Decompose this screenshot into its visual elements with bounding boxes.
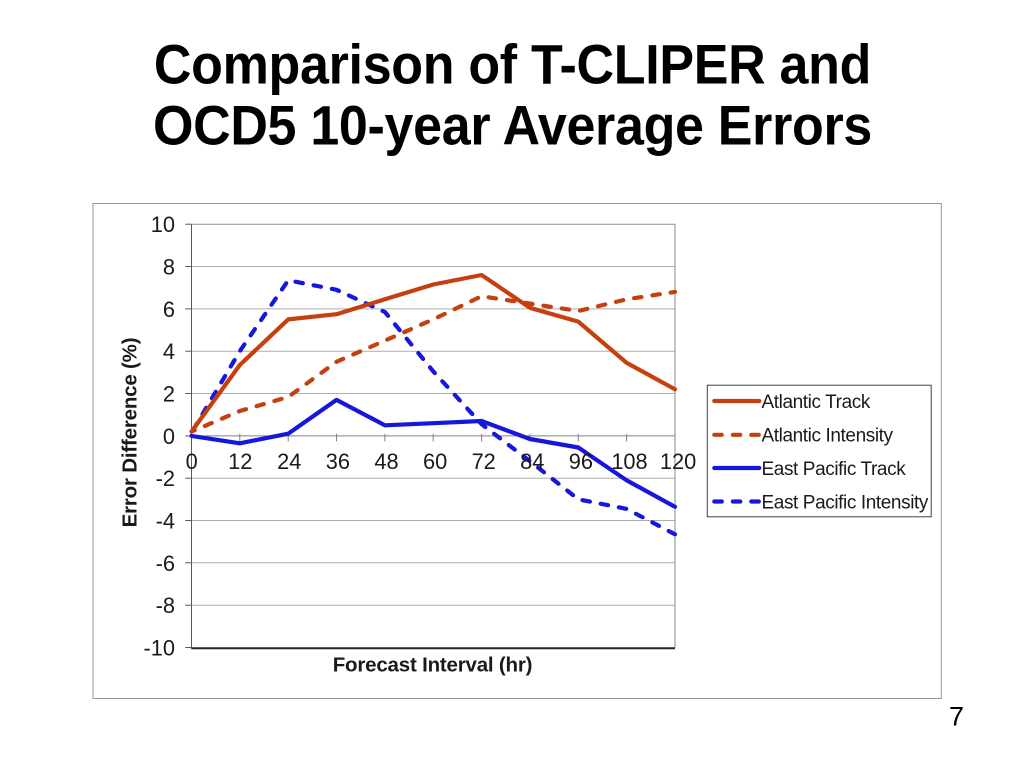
svg-text:108: 108 [611, 449, 647, 474]
svg-text:4: 4 [163, 339, 175, 364]
svg-text:36: 36 [326, 449, 350, 474]
svg-text:OCD5 10-year Average Errors: OCD5 10-year Average Errors [153, 95, 872, 157]
svg-text:12: 12 [228, 449, 252, 474]
svg-text:8: 8 [163, 255, 175, 280]
svg-text:Atlantic Intensity: Atlantic Intensity [762, 426, 894, 447]
svg-text:East Pacific Intensity: East Pacific Intensity [762, 492, 929, 513]
svg-text:0: 0 [186, 449, 198, 474]
svg-text:72: 72 [472, 449, 496, 474]
svg-text:2: 2 [163, 382, 175, 407]
svg-text:7: 7 [949, 702, 964, 732]
svg-text:Forecast Interval (hr): Forecast Interval (hr) [333, 654, 533, 677]
svg-text:East Pacific Track: East Pacific Track [762, 459, 907, 480]
svg-text:60: 60 [423, 449, 447, 474]
svg-text:48: 48 [374, 449, 398, 474]
svg-text:0: 0 [163, 424, 175, 449]
svg-text:96: 96 [569, 449, 593, 474]
svg-text:Atlantic Track: Atlantic Track [762, 392, 871, 413]
svg-text:-4: -4 [156, 509, 175, 534]
svg-text:24: 24 [277, 449, 301, 474]
svg-text:-8: -8 [156, 593, 175, 618]
svg-text:-10: -10 [143, 636, 175, 661]
svg-text:6: 6 [163, 297, 175, 322]
svg-text:Comparison of T-CLIPER and: Comparison of T-CLIPER and [154, 34, 871, 96]
svg-text:84: 84 [520, 449, 544, 474]
svg-text:120: 120 [660, 449, 696, 474]
svg-text:-6: -6 [156, 551, 175, 576]
svg-text:Error Difference (%): Error Difference (%) [119, 338, 142, 528]
svg-text:10: 10 [151, 212, 175, 237]
svg-text:-2: -2 [156, 466, 175, 491]
